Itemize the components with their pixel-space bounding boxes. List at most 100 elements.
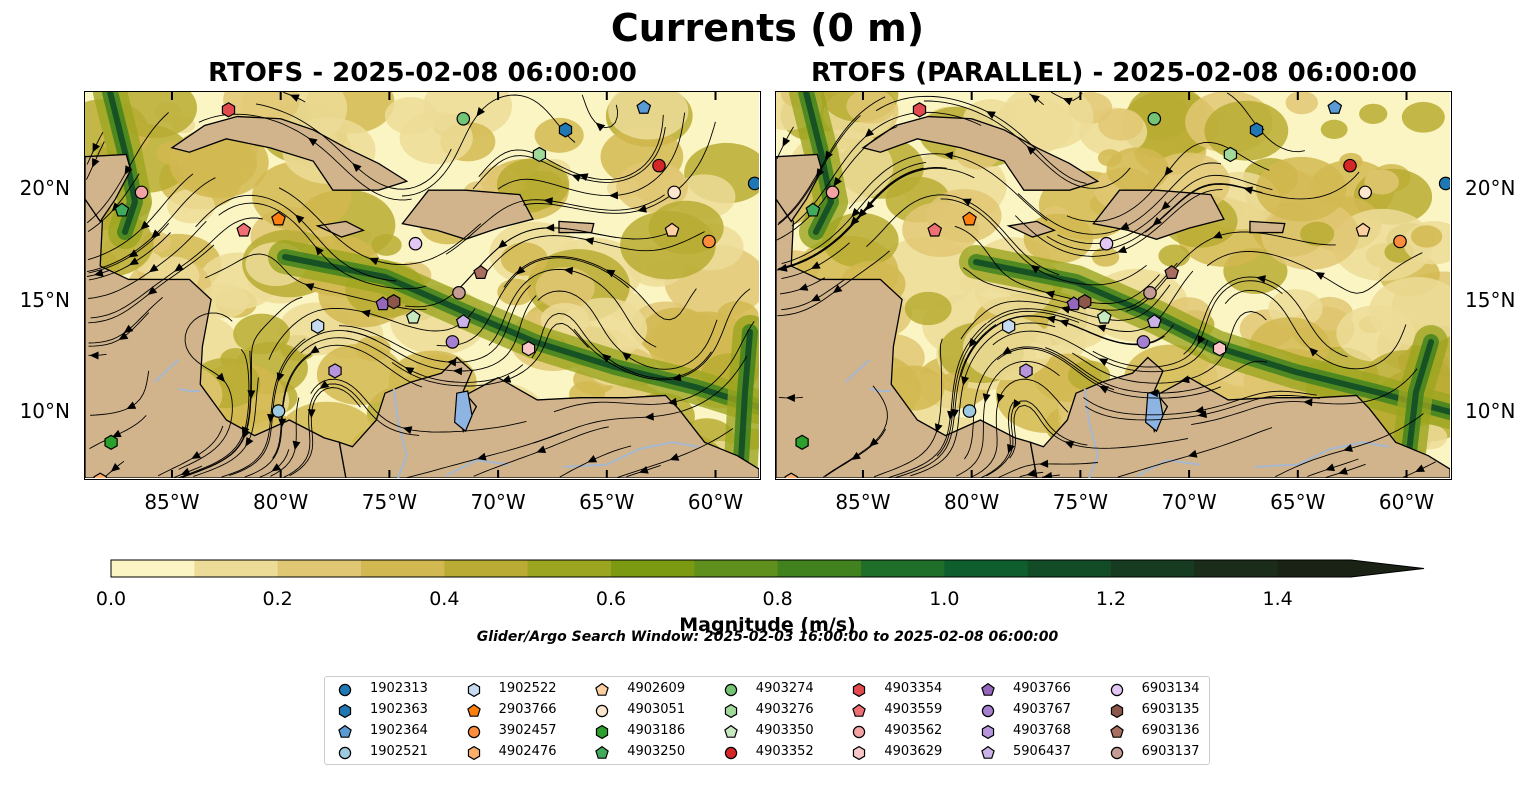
platform-6903135[interactable] (387, 294, 401, 310)
river (1254, 441, 1390, 468)
platform-4903352[interactable] (652, 158, 666, 173)
streamline-arrow (402, 426, 413, 435)
streamline-arrow (1096, 324, 1107, 333)
platform-4903274[interactable] (1147, 111, 1162, 126)
legend-label: 4903274 (755, 681, 814, 696)
platform-6903134[interactable] (408, 236, 423, 251)
platform-1902313[interactable] (1438, 176, 1453, 191)
platform-6903134[interactable] (1099, 236, 1114, 251)
platform-4903629[interactable] (1212, 340, 1227, 357)
colorbar-tick-label: 0.0 (95, 588, 127, 610)
streamline-arrow (1026, 145, 1036, 155)
platform-4903274[interactable] (456, 111, 471, 126)
platform-4903250[interactable] (114, 202, 130, 217)
platform-1902521[interactable] (271, 404, 286, 418)
colorbar-extend-arrow (1277, 560, 1424, 577)
platform-4902609[interactable] (1355, 222, 1371, 237)
platform-1902521[interactable] (962, 404, 977, 418)
streamline-arrow (810, 293, 821, 302)
legend-label: 4903354 (884, 681, 943, 696)
map-rtofs[interactable] (39, 70, 789, 507)
streamline-arrow (810, 261, 821, 269)
platform-4903051[interactable] (667, 185, 682, 200)
platform-4903562[interactable] (825, 185, 840, 200)
platform-5906437[interactable] (1146, 314, 1162, 329)
streamline-arrow (309, 345, 320, 354)
map-rtofs-parallel[interactable] (731, 66, 1495, 506)
platform-1902363[interactable] (558, 122, 573, 138)
streamline-arrow (1161, 201, 1171, 211)
map-rtofs-canvas (39, 70, 789, 507)
platform-4903276[interactable] (1223, 146, 1238, 163)
colorbar-segment (194, 560, 279, 577)
streamline-arrow (1152, 216, 1163, 226)
platform-1902522[interactable] (1001, 318, 1016, 334)
platform-4903768[interactable] (328, 363, 342, 379)
platform-4903354[interactable] (221, 102, 236, 118)
platform-4903562[interactable] (134, 185, 149, 200)
streamline-arrow (295, 214, 305, 224)
platform-6903135[interactable] (1078, 294, 1092, 310)
platform-4903051[interactable] (1358, 185, 1373, 200)
legend-label: 1902521 (370, 744, 428, 759)
magnitude-patch (534, 117, 584, 153)
colorbar-outline (110, 559, 1425, 578)
platform-2903766[interactable] (962, 211, 977, 226)
streamline-arrow (671, 373, 682, 382)
lat-tick-label: 10°N (19, 399, 70, 424)
lon-tick-label: 65°W (579, 490, 635, 514)
platform-4903350[interactable] (1096, 309, 1112, 324)
platform-4903767[interactable] (445, 335, 460, 349)
platform-4903629[interactable] (521, 340, 536, 357)
streamline-arrow (267, 413, 276, 424)
legend-label: 4903276 (755, 702, 814, 717)
platform-4903186[interactable] (104, 434, 118, 450)
legend-label: 4903629 (884, 744, 943, 759)
platform-6903137[interactable] (452, 286, 466, 300)
streamline-arrow (93, 268, 104, 277)
colorbar-tick-label: 1.4 (1262, 588, 1293, 610)
platform-3902457[interactable] (702, 234, 716, 249)
land-puerto-rico (558, 220, 595, 234)
platform-4902609[interactable] (664, 222, 680, 237)
legend-marker-hexagon (338, 703, 352, 719)
platform-2903766[interactable] (271, 211, 286, 226)
platform-4903354[interactable] (912, 102, 927, 118)
river (563, 441, 699, 468)
streamline-arrow (1303, 398, 1313, 407)
colorbar (110, 559, 1425, 578)
platform-4903559[interactable] (927, 222, 943, 237)
legend-label: 4903766 (1013, 681, 1071, 696)
colorbar-segment (944, 560, 1029, 577)
magnitude-patch (1410, 225, 1443, 248)
legend-label: 1902364 (370, 723, 428, 738)
platform-6903136[interactable] (473, 264, 489, 279)
platform-3902457[interactable] (1393, 234, 1407, 249)
river (1136, 459, 1201, 477)
platform-1902363[interactable] (1249, 122, 1264, 138)
platform-5906437[interactable] (455, 314, 471, 329)
platform-4903350[interactable] (405, 309, 421, 324)
platform-1902522[interactable] (310, 318, 325, 334)
magnitude-patch (497, 278, 535, 306)
streamline-arrow (501, 374, 512, 383)
legend-marker-circle (467, 725, 480, 739)
platform-4903250[interactable] (805, 202, 821, 217)
colorbar-segment (861, 560, 945, 577)
platform-4903276[interactable] (532, 146, 547, 163)
legend-marker-hexagon (467, 682, 480, 698)
platform-1902364[interactable] (636, 99, 652, 114)
lake-maracaibo (453, 390, 473, 433)
streamline-arrow (858, 208, 867, 218)
streamline-arrow (1039, 459, 1049, 468)
platform-4903352[interactable] (1343, 158, 1357, 173)
platform-1902364[interactable] (1327, 99, 1343, 114)
platform-1902313[interactable] (747, 176, 762, 191)
platform-4903767[interactable] (1136, 335, 1151, 349)
streamline-arrow (111, 429, 122, 438)
platform-4903559[interactable] (236, 222, 252, 237)
platform-6903136[interactable] (1164, 264, 1180, 279)
platform-6903137[interactable] (1143, 286, 1157, 300)
platform-4903186[interactable] (795, 434, 809, 450)
platform-4903768[interactable] (1019, 363, 1033, 379)
